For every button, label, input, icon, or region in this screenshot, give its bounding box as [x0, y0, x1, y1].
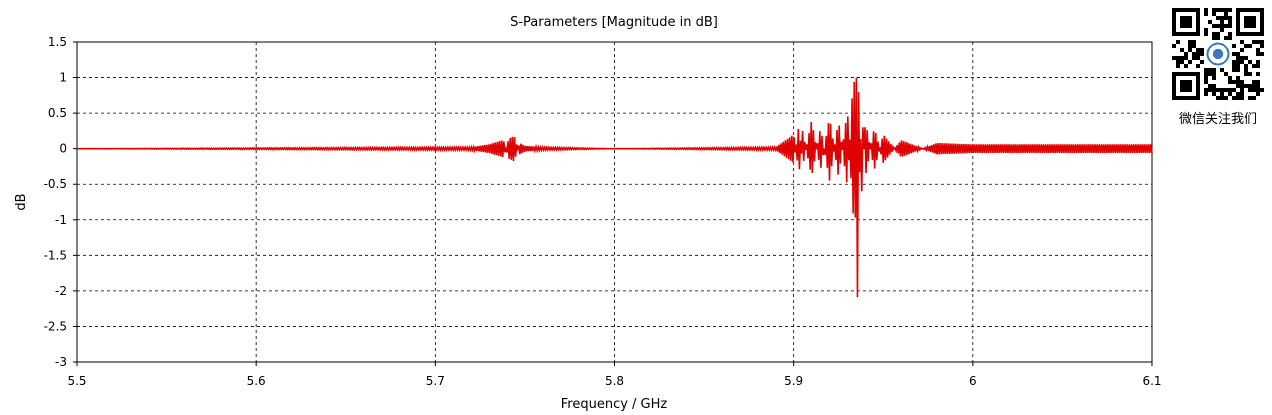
- y-tick-label: -2: [55, 284, 67, 298]
- x-axis-label: Frequency / GHz: [561, 397, 668, 412]
- y-tick-label: -3: [55, 355, 67, 369]
- grid-lines: [77, 42, 1152, 362]
- s-parameter-trace: [76, 77, 1153, 298]
- y-tick-label: 1.5: [48, 35, 67, 49]
- y-axis-label: dB: [14, 193, 29, 210]
- y-axis-ticks: 1.5 1 0.5 0 -0.5 -1 -1.5 -2 -2.5 -3: [44, 35, 77, 369]
- x-tick-label: 5.6: [247, 374, 266, 388]
- qr-caption: 微信关注我们: [1178, 112, 1257, 127]
- x-tick-label: 6.1: [1142, 374, 1161, 388]
- y-tick-label: 1: [59, 71, 67, 85]
- qr-watermark: 微信关注我们: [1170, 8, 1266, 127]
- x-tick-label: 6: [969, 374, 977, 388]
- s-parameters-chart: S-Parameters [Magnitude in dB] 5.5 5.6 5.7…: [14, 15, 1162, 412]
- y-tick-label: -1.5: [44, 248, 67, 262]
- y-tick-label: -2.5: [44, 319, 67, 333]
- qr-code-icon: [1172, 8, 1264, 100]
- y-tick-label: -1: [55, 213, 67, 227]
- x-tick-label: 5.9: [784, 374, 803, 388]
- x-tick-label: 5.7: [426, 374, 445, 388]
- y-tick-label: 0.5: [48, 106, 67, 120]
- y-tick-label: -0.5: [44, 177, 67, 191]
- x-axis-ticks: 5.5 5.6 5.7 5.8 5.9 6 6.1: [67, 362, 1162, 388]
- x-tick-label: 5.5: [67, 374, 86, 388]
- x-tick-label: 5.8: [605, 374, 624, 388]
- chart-title: S-Parameters [Magnitude in dB]: [510, 15, 718, 30]
- y-tick-label: 0: [59, 142, 67, 156]
